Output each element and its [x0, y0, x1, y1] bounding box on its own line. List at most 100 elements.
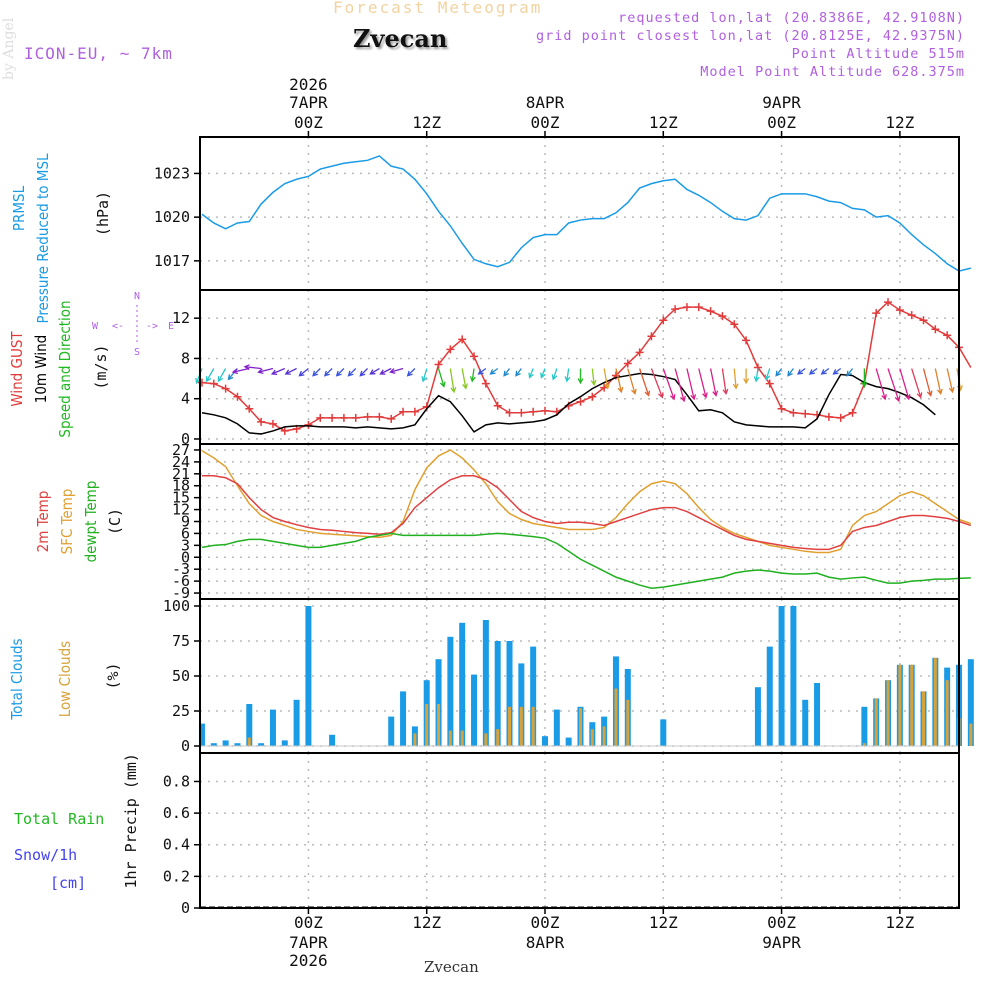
credit-text: by Angel — [1, 17, 17, 80]
wind-direction-arrow — [796, 367, 806, 375]
wind-direction-arrow — [808, 367, 818, 375]
y-tick-label: 50 — [172, 667, 190, 685]
x-tick-label-top: 7APR — [289, 93, 328, 112]
x-tick-label-bottom: 12Z — [885, 913, 914, 932]
precip-unit-label: 1hr Precip (mm) — [122, 753, 140, 888]
total-cloud-bar — [754, 687, 761, 746]
y-tick-label: 24 — [172, 453, 190, 471]
x-tick-label-bottom: 00Z — [294, 913, 323, 932]
series-line-wind-gust — [201, 301, 972, 432]
wind-direction-arrow — [469, 368, 476, 383]
wind-direction-arrow — [379, 367, 392, 375]
x-tick-label-top: 00Z — [294, 113, 323, 132]
panel-label-2m-temp: 2m Temp — [34, 491, 52, 553]
y-tick-label: 21 — [172, 465, 190, 483]
wind-direction-arrow — [489, 367, 499, 375]
gust-marker — [268, 419, 277, 428]
panel-label-prmsl: PRMSL — [10, 185, 28, 231]
total-cloud-bar — [766, 646, 773, 746]
panel-label-low-clouds: Low Clouds — [56, 641, 74, 717]
wind-direction-arrow — [437, 368, 446, 388]
low-cloud-bar — [922, 691, 926, 746]
total-cloud-bar — [388, 716, 395, 746]
gust-marker — [706, 307, 715, 316]
y-tick-label: 9 — [181, 513, 190, 531]
x-tick-label-bottom: 00Z — [767, 913, 796, 932]
wind-direction-arrow — [775, 368, 783, 377]
y-tick-label: 0 — [181, 430, 190, 448]
y-tick-label: 4 — [181, 390, 190, 408]
low-cloud-bar — [969, 723, 973, 746]
footer-location: Zvecan — [424, 958, 479, 976]
low-cloud-bar — [496, 729, 500, 746]
wind-direction-arrow — [503, 368, 511, 377]
low-cloud-bar — [425, 704, 429, 746]
gust-marker — [895, 306, 904, 315]
wind-direction-arrow — [421, 368, 428, 383]
wind-direction-arrow — [217, 368, 227, 383]
x-tick-label-top: 12Z — [885, 113, 914, 132]
gust-marker — [410, 407, 419, 416]
gust-marker — [328, 413, 337, 422]
total-cloud-bar — [778, 606, 785, 746]
gust-marker — [233, 392, 242, 401]
y-tick-label: 1023 — [154, 164, 190, 182]
total-cloud-bar — [447, 636, 454, 746]
total-cloud-bar — [660, 719, 667, 746]
wind-direction-arrow — [284, 367, 297, 375]
panel-pressure: 1017 1020 1023 PRMSL Pressure Reduced to MSL… — [10, 136, 972, 324]
gust-marker — [730, 320, 739, 329]
y-tick-label: 0 — [181, 899, 190, 917]
gust-marker — [339, 413, 348, 422]
wind-direction-arrow — [743, 368, 750, 385]
wind-direction-arrow — [674, 368, 686, 403]
low-cloud-bar — [602, 726, 606, 746]
gust-marker — [434, 360, 443, 369]
gust-marker — [576, 397, 585, 406]
model-point-altitude: Model Point Altitude 628.375m — [700, 64, 965, 80]
wind-direction-arrow — [298, 368, 309, 377]
panel-label-speed-and-direction: Speed and Direction — [56, 300, 74, 437]
wind-direction-arrow — [721, 368, 729, 396]
low-cloud-bar — [862, 743, 866, 746]
panel-label-sfc-temp: SFC Temp — [58, 489, 76, 555]
total-cloud-bar — [482, 620, 489, 746]
low-cloud-bar — [448, 730, 452, 746]
location-title: Zvecan — [353, 24, 448, 53]
low-cloud-bar — [626, 699, 630, 746]
panel-unit-label: (C) — [106, 508, 124, 535]
y-tick-label: 1020 — [154, 208, 190, 226]
meteogram-title: Forecast Meteogram — [333, 0, 543, 17]
gust-marker — [836, 413, 845, 422]
total-cloud-bar — [258, 743, 265, 746]
low-cloud-bar — [910, 664, 914, 746]
total-cloud-bar — [459, 622, 466, 746]
total-cloud-bar — [293, 699, 300, 746]
x-tick-label-top: 8APR — [526, 93, 565, 112]
wind-direction-arrow — [359, 368, 369, 377]
gust-marker — [541, 406, 549, 415]
total-cloud-bar — [553, 709, 560, 746]
y-tick-label: 6 — [181, 524, 190, 542]
wind-direction-arrow — [347, 368, 357, 377]
wind-direction-arrow — [686, 368, 697, 401]
gust-marker — [245, 404, 254, 413]
compass-north: N — [134, 291, 140, 302]
y-tick-label: 1017 — [154, 252, 190, 270]
gust-marker — [907, 311, 916, 320]
total-cloud-bar — [530, 646, 537, 746]
y-tick-label: 0 — [181, 737, 190, 755]
low-cloud-bar — [413, 733, 417, 746]
wind-direction-arrow — [603, 368, 610, 390]
precip-snow-unit: [cm] — [50, 874, 86, 892]
x-tick-label-bottom: 8APR — [526, 933, 565, 952]
gust-marker — [387, 414, 396, 423]
gust-marker — [824, 412, 833, 421]
wind-direction-arrow — [528, 368, 534, 379]
wind-direction-arrow — [846, 368, 854, 377]
gust-marker — [481, 379, 490, 388]
total-cloud-bar — [400, 691, 407, 746]
x-tick-label-top: 12Z — [412, 113, 441, 132]
gust-marker — [777, 404, 786, 413]
gust-marker — [671, 305, 680, 314]
